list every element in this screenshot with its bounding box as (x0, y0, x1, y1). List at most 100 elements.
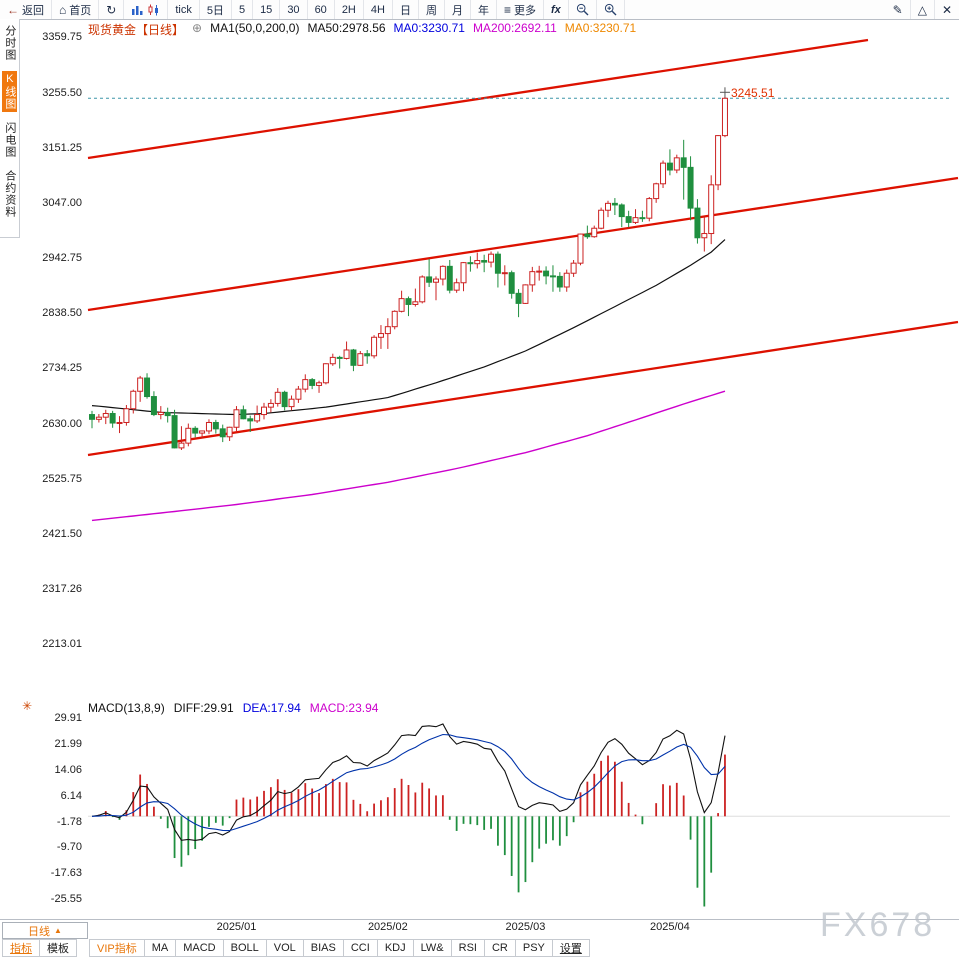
period-15-button[interactable]: 15 (253, 0, 281, 19)
candle (618, 204, 625, 218)
shape-tool-button[interactable]: △ (911, 0, 935, 19)
period-day-button[interactable]: 日 (393, 0, 419, 19)
close-icon: ✕ (941, 2, 952, 17)
sidebar-item-contract-info[interactable]: 合约资料 (3, 170, 16, 218)
sidebar-item-kline-chart[interactable]: K线图 (2, 71, 17, 112)
sidebar-item-lightning-chart[interactable]: 闪电图 (3, 122, 16, 158)
ma50-value: MA50:2978.56 (307, 21, 386, 35)
period-week-button[interactable]: 周 (419, 0, 445, 19)
indicator-settings-icon[interactable]: ✳ (22, 699, 33, 713)
chevron-up-icon: ▲ (54, 926, 62, 935)
formula-button[interactable]: fx (544, 0, 569, 19)
period-month-button[interactable]: 月 (445, 0, 471, 19)
candle (481, 260, 488, 263)
period-tick-button[interactable]: tick (168, 0, 200, 19)
candle (157, 411, 164, 416)
more-button[interactable]: ≡ 更多 (497, 0, 544, 19)
ma200-line (91, 390, 726, 522)
candle (316, 382, 323, 386)
candle (605, 202, 611, 211)
candle (144, 377, 151, 398)
back-arrow-icon: ← (7, 2, 19, 17)
candle (192, 427, 199, 434)
period-2h-button[interactable]: 2H (335, 0, 364, 19)
triangle-icon: △ (917, 2, 927, 17)
back-button[interactable]: ← 返回 (0, 0, 52, 19)
period-5-button[interactable]: 5 (232, 0, 254, 19)
period-4h-button[interactable]: 4H (364, 0, 393, 19)
tab-indicator[interactable]: 指标 (2, 939, 40, 957)
date-axis-label: 2025/03 (505, 921, 546, 933)
tab-macd[interactable]: MACD (176, 939, 224, 957)
candle (281, 391, 288, 408)
refresh-button[interactable]: ↻ (99, 0, 125, 19)
tab-cci[interactable]: CCI (343, 939, 378, 957)
tab-psy[interactable]: PSY (515, 939, 553, 957)
tab-cr[interactable]: CR (484, 939, 516, 957)
tab-rsi[interactable]: RSI (451, 939, 485, 957)
period-selector[interactable]: 日线 ▲ (2, 922, 88, 939)
zoom-out-button[interactable] (569, 0, 597, 19)
tab-template[interactable]: 模板 (40, 939, 77, 957)
tab-settings[interactable]: 设置 (552, 939, 590, 957)
candle (515, 292, 522, 304)
tab-vip-indicator[interactable]: VIP指标 (89, 939, 145, 957)
menu-icon: ≡ (503, 2, 511, 17)
candle (322, 363, 329, 384)
price-axis-label: 2421.50 (42, 527, 82, 540)
price-axis-label: 2525.75 (42, 472, 82, 485)
candle (343, 349, 350, 359)
price-axis-label: 2630.00 (42, 417, 82, 430)
candle (494, 253, 501, 274)
period-5d-button[interactable]: 5日 (200, 0, 232, 19)
candle (653, 183, 660, 200)
candle (460, 262, 467, 284)
candle (549, 275, 556, 278)
candle (178, 442, 185, 449)
candle (391, 310, 398, 328)
macd-dea-line (91, 733, 726, 832)
period-60-button[interactable]: 60 (308, 0, 335, 19)
price-axis-label: 2942.75 (42, 252, 82, 265)
home-label: 首页 (69, 4, 92, 17)
candle (474, 260, 481, 265)
tab-vol[interactable]: VOL (266, 939, 304, 957)
draw-button[interactable]: ✎ (886, 0, 911, 19)
main-candle-chart[interactable] (87, 38, 959, 522)
tab-bias[interactable]: BIAS (303, 939, 344, 957)
candle (116, 421, 123, 424)
macd-dea-value: DEA:17.94 (242, 701, 301, 715)
sidebar-item-time-chart[interactable]: 分时图 (3, 25, 16, 61)
home-icon: ⌂ (59, 2, 67, 17)
macd-panel[interactable] (88, 723, 950, 907)
tab-ma[interactable]: MA (144, 939, 177, 957)
macd-axis-label: -9.70 (56, 841, 82, 854)
candle (419, 276, 426, 303)
candle (357, 353, 364, 366)
candle (439, 265, 446, 280)
price-axis-label: 2213.01 (42, 638, 82, 651)
candle (508, 272, 515, 294)
candle (570, 262, 577, 274)
more-label: 更多 (513, 4, 536, 17)
current-price-label: 3245.51 (731, 86, 775, 100)
ma200-value: MA200:2692.11 (472, 21, 557, 35)
home-button[interactable]: ⌂ 首页 (52, 0, 100, 19)
ma0-value-blue: MA0:3230.71 (393, 21, 465, 35)
bar-chart-icon[interactable] (131, 4, 144, 16)
candle (233, 409, 240, 428)
tab-kdj[interactable]: KDJ (377, 939, 414, 957)
period-30-button[interactable]: 30 (280, 0, 308, 19)
candle (274, 391, 281, 404)
zoom-in-button[interactable] (597, 0, 625, 19)
tab-boll[interactable]: BOLL (223, 939, 267, 957)
candle (199, 430, 206, 434)
kline-chart-icon[interactable] (147, 4, 160, 16)
candle (708, 184, 715, 235)
period-year-button[interactable]: 年 (471, 0, 497, 19)
tab-lw[interactable]: LW& (413, 939, 452, 957)
expand-icon[interactable]: ⊕ (192, 21, 203, 35)
close-button[interactable]: ✕ (935, 0, 959, 19)
candle (666, 162, 673, 171)
